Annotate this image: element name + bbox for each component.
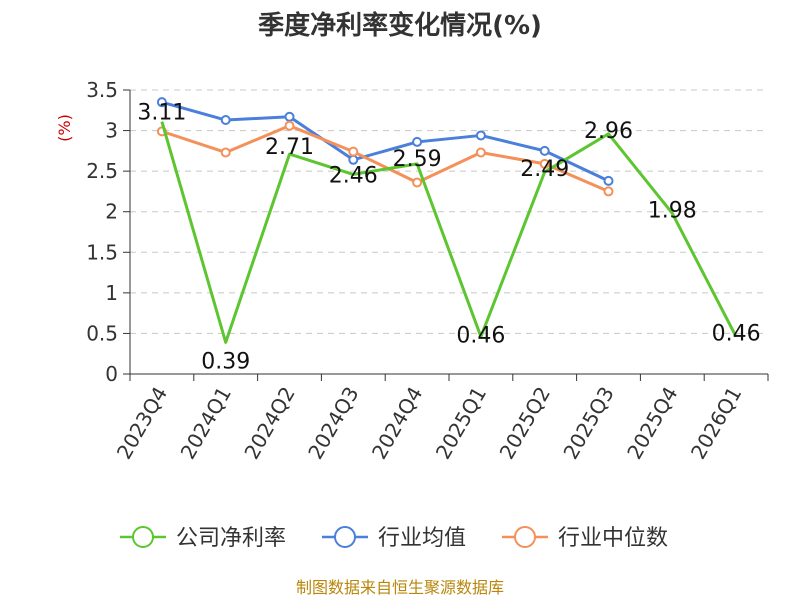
series-point-1 (475, 130, 486, 141)
legend-entry: 公司净利率 (176, 526, 286, 551)
series-point-1 (220, 115, 231, 126)
grid-lines (130, 89, 768, 334)
series-line-2 (161, 124, 610, 193)
series-point-1 (603, 175, 614, 186)
x-tick-label: 2024Q3 (303, 383, 363, 464)
x-tick-label: 2025Q3 (558, 383, 618, 464)
series-point-1 (539, 145, 550, 156)
x-tick-label: 2026Q1 (686, 383, 746, 464)
series-group (156, 97, 738, 344)
series-line-1 (161, 100, 610, 183)
x-tick-label: 2024Q2 (239, 383, 299, 464)
data-label: 2.71 (265, 135, 314, 160)
data-label: 1.98 (648, 198, 697, 223)
series-point-2 (284, 120, 295, 131)
x-tick-label: 2025Q4 (622, 383, 682, 464)
y-axis-unit: (%) (55, 114, 74, 142)
chart-title: 季度净利率变化情况(%) (258, 10, 542, 41)
series-point-2 (412, 177, 423, 188)
source-note: 制图数据来自恒生聚源数据库 (296, 578, 504, 597)
series-point-2 (220, 147, 231, 158)
series-point-1 (412, 136, 423, 147)
series-line-0 (160, 121, 738, 344)
data-label: 2.49 (520, 157, 569, 182)
series-point-2 (603, 186, 614, 197)
y-tick-label: 3.5 (86, 78, 118, 102)
series-point-1 (284, 111, 295, 122)
y-tick-label: 1.5 (86, 240, 118, 264)
y-tick-label: 0.5 (86, 321, 118, 345)
legend: 公司净利率 行业均值 行业中位数 (120, 526, 668, 551)
axes: 0 0.5 1 1.5 2 2.5 3 3.5 2023Q4 2024Q1 2024Q2 2024Q3… (86, 78, 769, 464)
y-tick-label: 0 (105, 362, 118, 386)
series-point-2 (475, 147, 486, 158)
x-tick-label: 2025Q1 (431, 383, 491, 464)
y-tick-label: 2 (105, 200, 118, 224)
legend-swatch-marker (132, 526, 154, 548)
y-tick-label: 2.5 (86, 159, 118, 183)
x-tick-label: 2023Q4 (112, 383, 172, 464)
x-tick-label: 2024Q1 (176, 383, 236, 464)
legend-entry: 行业中位数 (558, 526, 668, 551)
data-labels: 3.11 0.39 2.71 2.46 2.59 0.46 2.49 2.96 1.98 0.46 (137, 101, 760, 375)
legend-entry: 行业均值 (378, 526, 466, 551)
data-label: 0.46 (712, 322, 761, 347)
legend-swatch-marker (334, 526, 356, 548)
x-tick-label: 2025Q2 (495, 383, 555, 464)
data-label: 2.96 (584, 119, 633, 144)
series-point-1 (156, 97, 167, 108)
data-label: 0.39 (201, 349, 250, 374)
y-tick-label: 1 (105, 281, 118, 305)
y-tick-label: 3 (105, 119, 118, 143)
x-tick-label: 2024Q4 (367, 383, 427, 464)
data-label: 0.46 (456, 324, 505, 349)
legend-swatch-marker (514, 526, 536, 548)
series-point-2 (539, 158, 550, 169)
data-label: 2.46 (329, 163, 378, 188)
data-label: 3.11 (137, 101, 186, 126)
series-point-2 (348, 146, 359, 157)
data-label: 2.59 (393, 147, 442, 172)
